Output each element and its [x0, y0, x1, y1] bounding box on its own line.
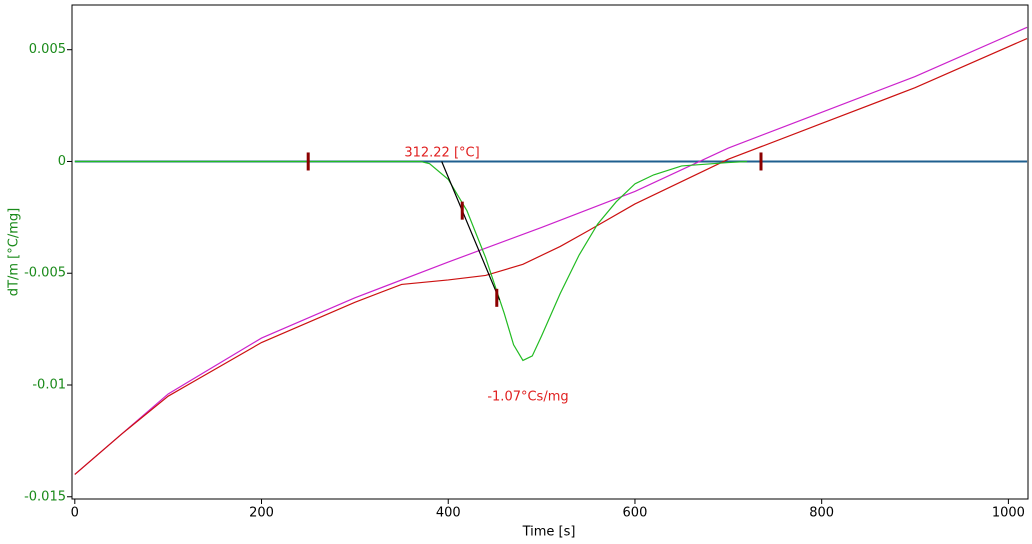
x-tick-label: 200 [249, 506, 274, 521]
annotation: -1.07°Cs/mg [487, 390, 568, 405]
y-tick-label: 0.005 [29, 42, 66, 57]
plot-frame [71, 4, 1029, 500]
y-tick-label: 0 [58, 154, 66, 169]
x-tick-label: 800 [809, 506, 834, 521]
y-axis-label: dT/m [°C/mg] [7, 208, 22, 296]
x-tick-label: 1000 [992, 506, 1025, 521]
marker [495, 288, 499, 307]
y-tick-label: -0.015 [24, 489, 66, 504]
marker [306, 152, 310, 171]
x-tick-label: 600 [623, 506, 648, 521]
line [74, 160, 748, 362]
marker [460, 201, 464, 220]
x-tick-label: 0 [71, 506, 79, 521]
line [74, 37, 1028, 475]
annotation: 312.22 [°C] [404, 146, 479, 161]
y-tick-label: -0.01 [32, 378, 66, 393]
line [441, 161, 501, 301]
line [74, 26, 1028, 475]
marker [759, 152, 763, 171]
y-tick-label: -0.005 [24, 266, 66, 281]
x-axis-label: Time [s] [522, 525, 576, 540]
x-tick-label: 400 [436, 506, 461, 521]
